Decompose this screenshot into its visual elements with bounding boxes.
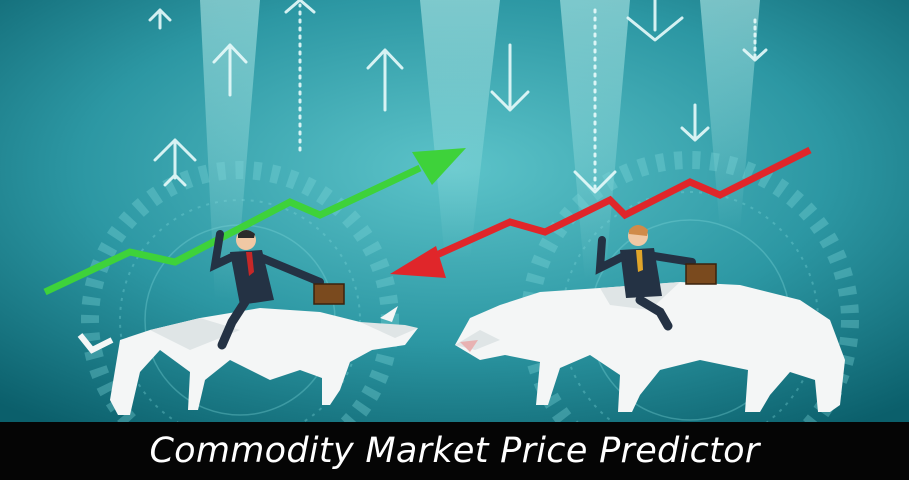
- bull-vs-bear-illustration: [0, 0, 909, 422]
- bear-body: [455, 282, 845, 412]
- banner-title: Commodity Market Price Predictor: [149, 431, 760, 471]
- down-arrow-icon: [490, 0, 768, 194]
- bear-rider-icon: [595, 225, 717, 331]
- briefcase-icon: [313, 283, 345, 305]
- bull-rider-icon: [209, 230, 345, 350]
- caption-bar: Commodity Market Price Predictor: [0, 422, 909, 480]
- briefcase-icon: [685, 263, 717, 285]
- downtrend-arrow: [390, 146, 812, 278]
- up-arrow-icon: [148, 0, 404, 187]
- uptrend-arrow: [43, 148, 466, 296]
- bull-figure: [77, 306, 418, 415]
